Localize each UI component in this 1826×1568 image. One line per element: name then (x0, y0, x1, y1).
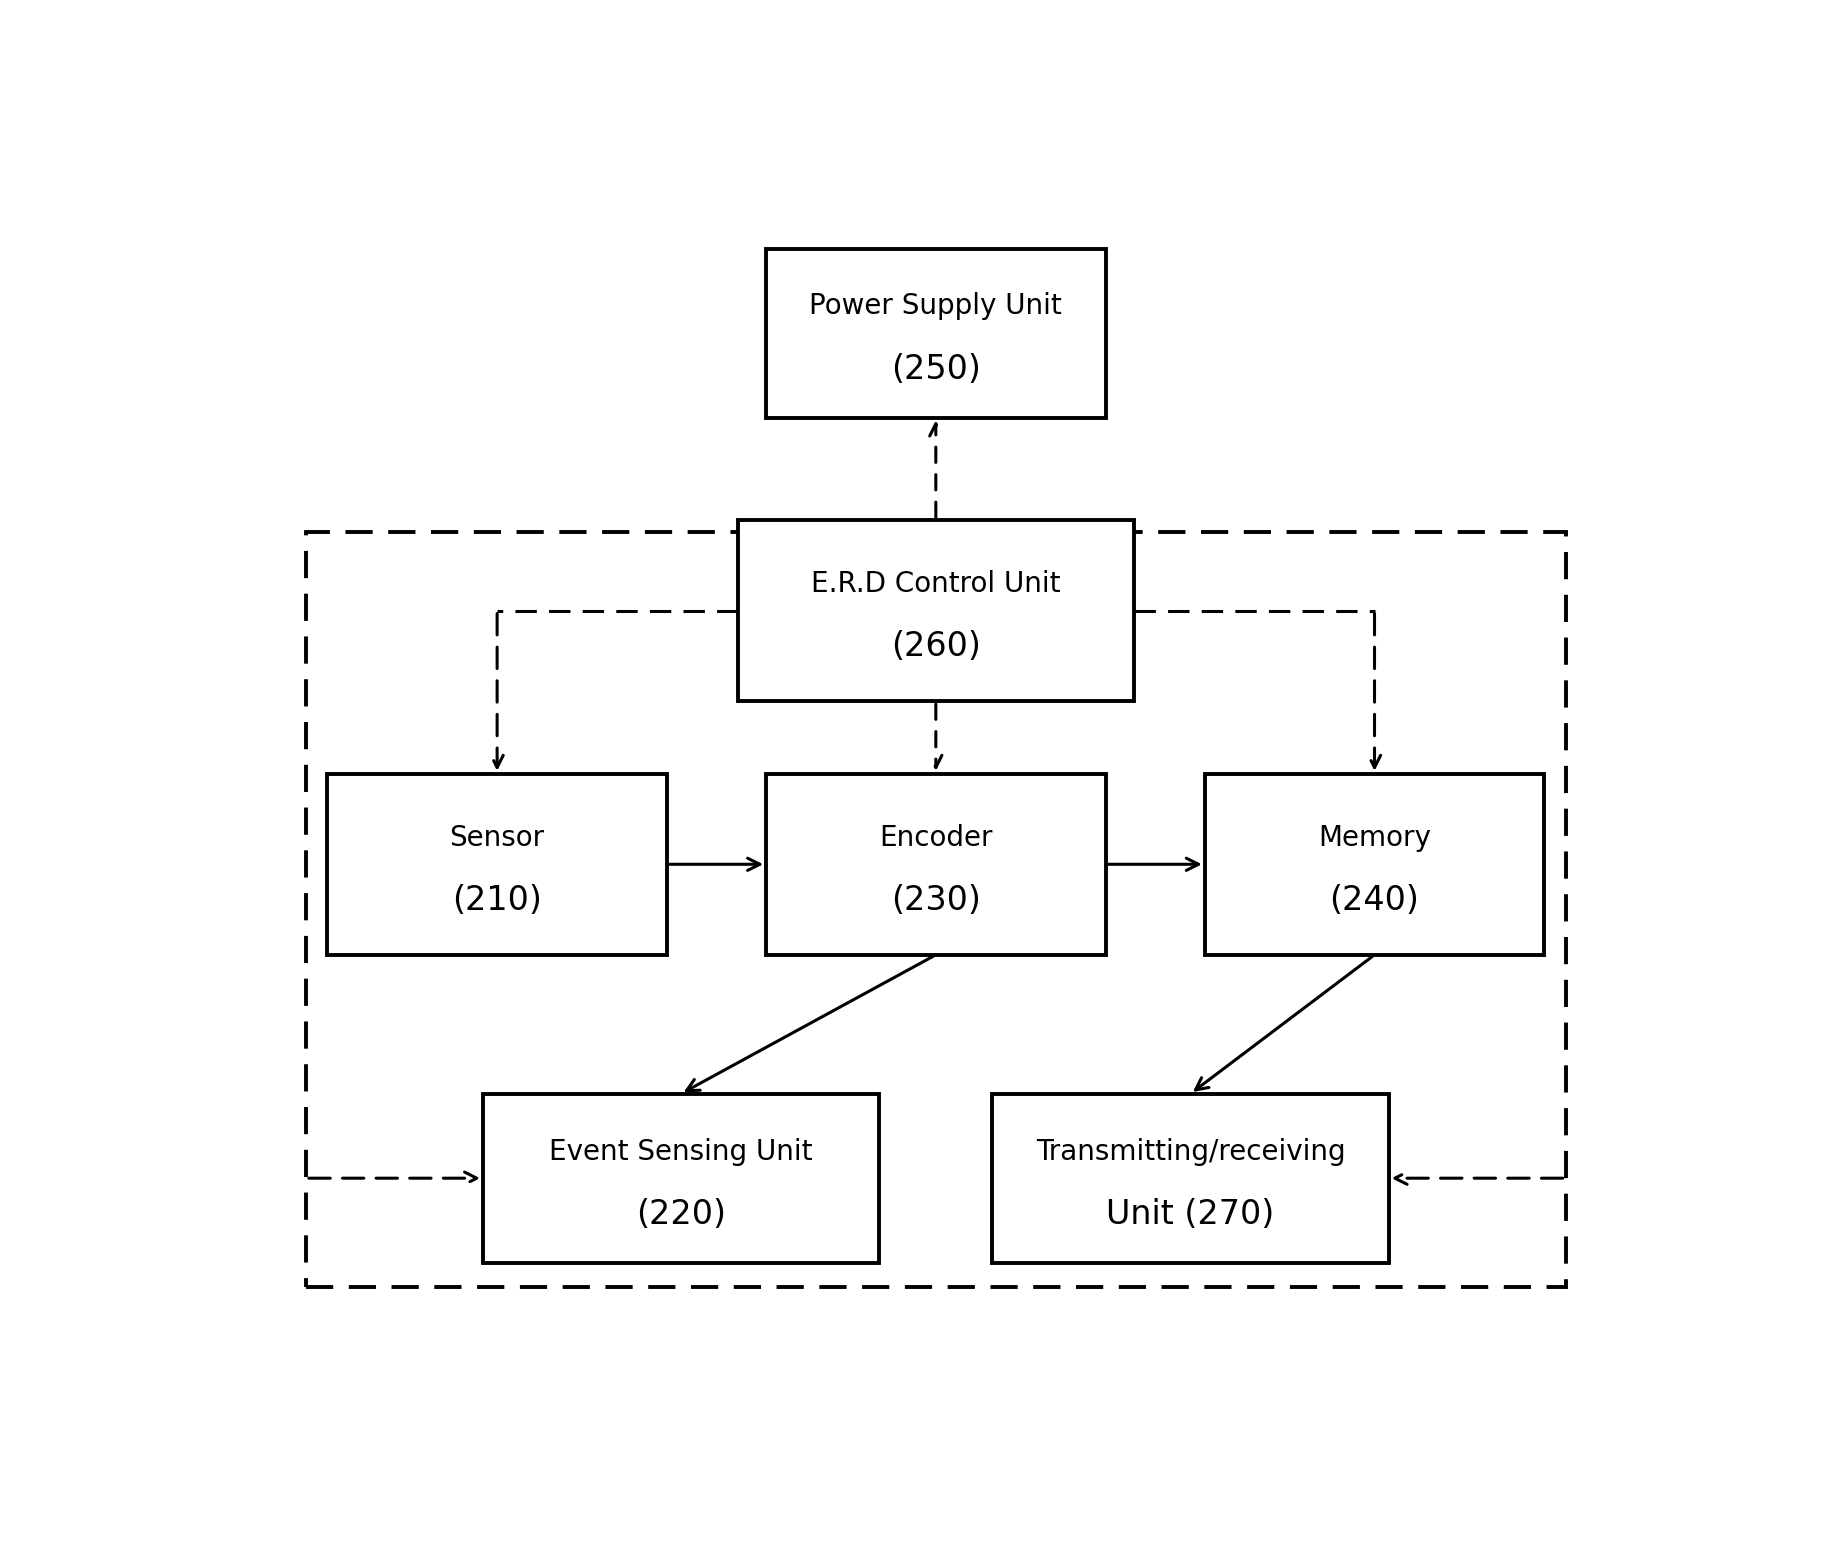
Text: E.R.D Control Unit: E.R.D Control Unit (811, 571, 1061, 597)
Text: (220): (220) (635, 1198, 727, 1231)
Bar (327, 773, 666, 955)
Text: (250): (250) (891, 353, 981, 386)
Bar (993, 1094, 1390, 1262)
Text: Sensor: Sensor (449, 823, 544, 851)
Bar (767, 773, 1107, 955)
Text: (210): (210) (453, 884, 542, 917)
Text: (230): (230) (891, 884, 981, 917)
Text: (240): (240) (1329, 884, 1419, 917)
Text: Event Sensing Unit: Event Sensing Unit (550, 1138, 813, 1165)
Text: Encoder: Encoder (878, 823, 993, 851)
Bar (738, 521, 1134, 701)
Text: Unit (270): Unit (270) (1107, 1198, 1275, 1231)
Text: Memory: Memory (1318, 823, 1432, 851)
Bar (482, 1094, 880, 1262)
Bar (767, 249, 1107, 417)
Bar (307, 532, 1565, 1287)
Text: (260): (260) (891, 630, 981, 663)
Bar (1205, 773, 1545, 955)
Text: Power Supply Unit: Power Supply Unit (809, 293, 1063, 320)
Text: Transmitting/receiving: Transmitting/receiving (1035, 1138, 1346, 1165)
